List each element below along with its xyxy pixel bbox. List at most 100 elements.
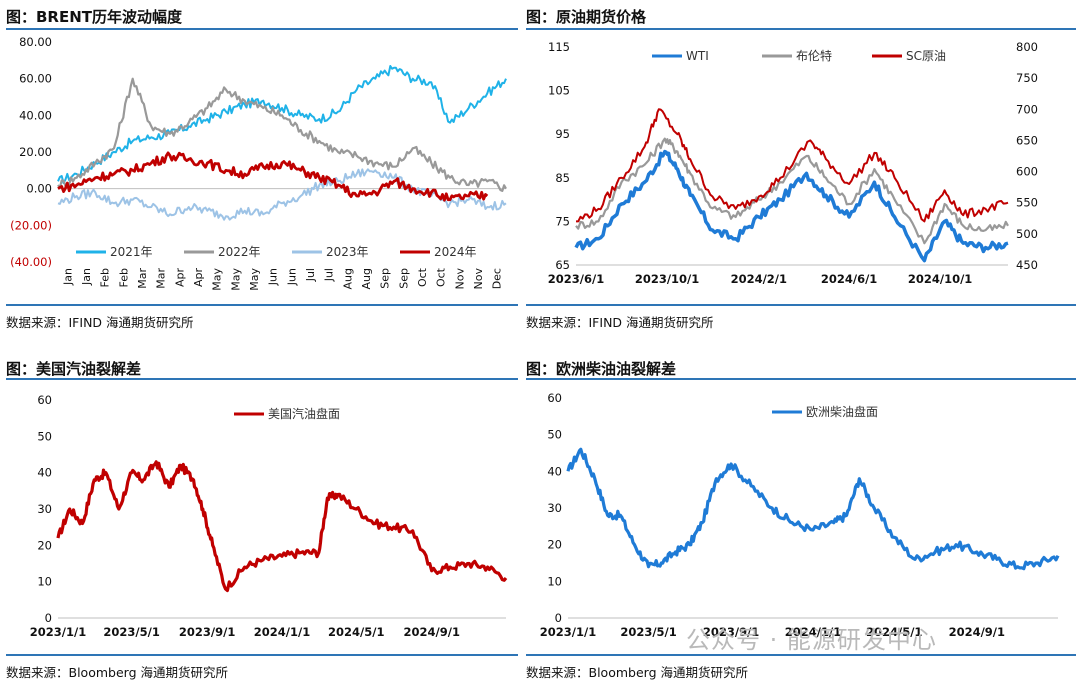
y-tick-label: 20 — [37, 538, 52, 552]
series-line-1 — [574, 149, 1009, 263]
y-tick-label: 95 — [555, 127, 570, 141]
x-tick-label: 2023/5/1 — [620, 625, 676, 639]
y-tick-label: 75 — [555, 214, 570, 228]
x-tick-label: May — [211, 268, 224, 291]
legend-label: 布伦特 — [796, 48, 832, 63]
panel-crude-futures: 图：原油期货价格 115 105 95 85 75 65 800 750 700 650 600 55… — [526, 0, 1076, 340]
x-tick-label: Nov — [472, 268, 485, 290]
y-tick-label: 10 — [547, 574, 562, 588]
y-tick-label: 40 — [547, 464, 562, 478]
y2-tick-label: 800 — [1016, 40, 1038, 54]
y-tick-label: 30 — [547, 501, 562, 515]
y-tick-label: 20.00 — [19, 145, 52, 159]
x-tick-label: 2023/6/1 — [548, 272, 604, 286]
x-tick-label: May — [229, 268, 242, 291]
x-tick-label: Mar — [136, 268, 149, 289]
y2-tick-label: 500 — [1016, 227, 1038, 241]
series-line-1 — [566, 447, 1060, 571]
title-divider — [526, 28, 1076, 30]
x-tick-label: 2023/9/1 — [179, 625, 235, 639]
y-tick-label: 40 — [37, 466, 52, 480]
y-tick-label: 80.00 — [19, 35, 52, 49]
y-tick-label: 50 — [37, 429, 52, 443]
x-tick-label: 2024/9/1 — [949, 625, 1005, 639]
y-tick-label: 60 — [547, 391, 562, 405]
y-tick-label: 115 — [548, 40, 570, 54]
x-tick-label: Nov — [453, 268, 466, 290]
y-tick-label: 10 — [37, 575, 52, 589]
y2-tick-label: 550 — [1016, 196, 1038, 210]
chart-brent-volatility: 80.00 60.00 40.00 20.00 0.00 (20.00) (40.00) Ja… — [10, 35, 507, 291]
x-tick-label: Jan — [61, 268, 74, 286]
x-tick-label: Feb — [99, 268, 112, 287]
x-tick-label: 2024/5/1 — [328, 625, 384, 639]
x-tick-label: Mar — [155, 268, 168, 289]
x-tick-label: 2024/10/1 — [908, 272, 972, 286]
y2-tick-label: 700 — [1016, 102, 1038, 116]
x-tick-label: 2024/6/1 — [821, 272, 877, 286]
x-tick-label: Aug — [360, 268, 373, 289]
x-tick-label: Apr — [173, 268, 186, 288]
legend-label: WTI — [686, 49, 709, 63]
series-line-3 — [57, 168, 507, 221]
panel-eu-diesel-crack: 图：欧洲柴油油裂解差 60 50 40 30 20 10 0 2023/1/1 2023/5/1… — [526, 356, 1076, 683]
data-source: 数据来源：IFIND 海通期货研究所 — [526, 315, 714, 330]
legend-label: SC原油 — [906, 49, 946, 63]
x-tick-label: 2023/10/1 — [635, 272, 699, 286]
x-tick-label: Oct — [416, 267, 429, 287]
panel-title: 图：BRENT历年波动幅度 — [6, 8, 183, 26]
y-tick-label: 20 — [547, 538, 562, 552]
data-source: 数据来源：Bloomberg 海通期货研究所 — [6, 665, 228, 680]
x-tick-label: 2023/9/1 — [703, 625, 759, 639]
source-divider — [526, 304, 1076, 306]
x-tick-label: Jul — [323, 268, 336, 282]
data-source: 数据来源：IFIND 海通期货研究所 — [6, 315, 194, 330]
x-tick-label: Apr — [192, 268, 205, 288]
y-tick-label: 40.00 — [19, 108, 52, 122]
legend-label: 2024年 — [434, 245, 477, 259]
legend-label: 美国汽油盘面 — [268, 406, 340, 421]
x-tick-label: Jun — [267, 268, 280, 286]
y-tick-label: 65 — [555, 258, 570, 272]
series-line-1 — [56, 460, 508, 593]
y-tick-label: (20.00) — [10, 218, 52, 232]
x-tick-label: Oct — [435, 267, 448, 287]
y-tick-label: 60.00 — [19, 72, 52, 86]
x-tick-label: 2024/5/1 — [866, 625, 922, 639]
data-source: 数据来源：Bloomberg 海通期货研究所 — [526, 665, 748, 680]
y-tick-label: 0 — [45, 611, 52, 625]
x-tick-label: 2023/1/1 — [30, 625, 86, 639]
y-tick-label: 50 — [547, 428, 562, 442]
y-tick-label: 105 — [548, 84, 570, 98]
x-tick-label: Sep — [379, 268, 392, 289]
x-tick-label: Jun — [285, 268, 298, 286]
panel-brent-volatility: 图：BRENT历年波动幅度 80.00 60.00 40.00 20.00 0.00 (2… — [6, 0, 518, 340]
x-tick-label: 2024/1/1 — [785, 625, 841, 639]
source-divider — [526, 654, 1076, 656]
series-line-2 — [57, 77, 507, 192]
x-tick-label: Jan — [80, 268, 93, 286]
legend-label: 2022年 — [218, 245, 261, 259]
x-tick-label: 2023/1/1 — [540, 625, 596, 639]
legend-label: 欧洲柴油盘面 — [806, 404, 878, 419]
legend-label: 2021年 — [110, 245, 153, 259]
x-tick-label: Dec — [491, 268, 504, 289]
y-tick-label: (40.00) — [10, 255, 52, 269]
x-tick-label: 2023/5/1 — [103, 625, 159, 639]
panel-title: 图：原油期货价格 — [526, 8, 647, 26]
y-tick-label: 30 — [37, 502, 52, 516]
y-tick-label: 60 — [37, 393, 52, 407]
series-line-1 — [57, 65, 507, 185]
y2-tick-label: 450 — [1016, 258, 1038, 272]
x-tick-label: May — [248, 268, 261, 291]
source-divider — [6, 654, 518, 656]
y-tick-label: 0.00 — [26, 182, 52, 196]
series-line-2 — [575, 137, 1009, 245]
x-tick-label: 2024/9/1 — [404, 625, 460, 639]
title-divider — [6, 28, 518, 30]
title-divider — [526, 378, 1076, 380]
series-line-3 — [576, 108, 1009, 223]
x-tick-label: Aug — [341, 268, 354, 289]
